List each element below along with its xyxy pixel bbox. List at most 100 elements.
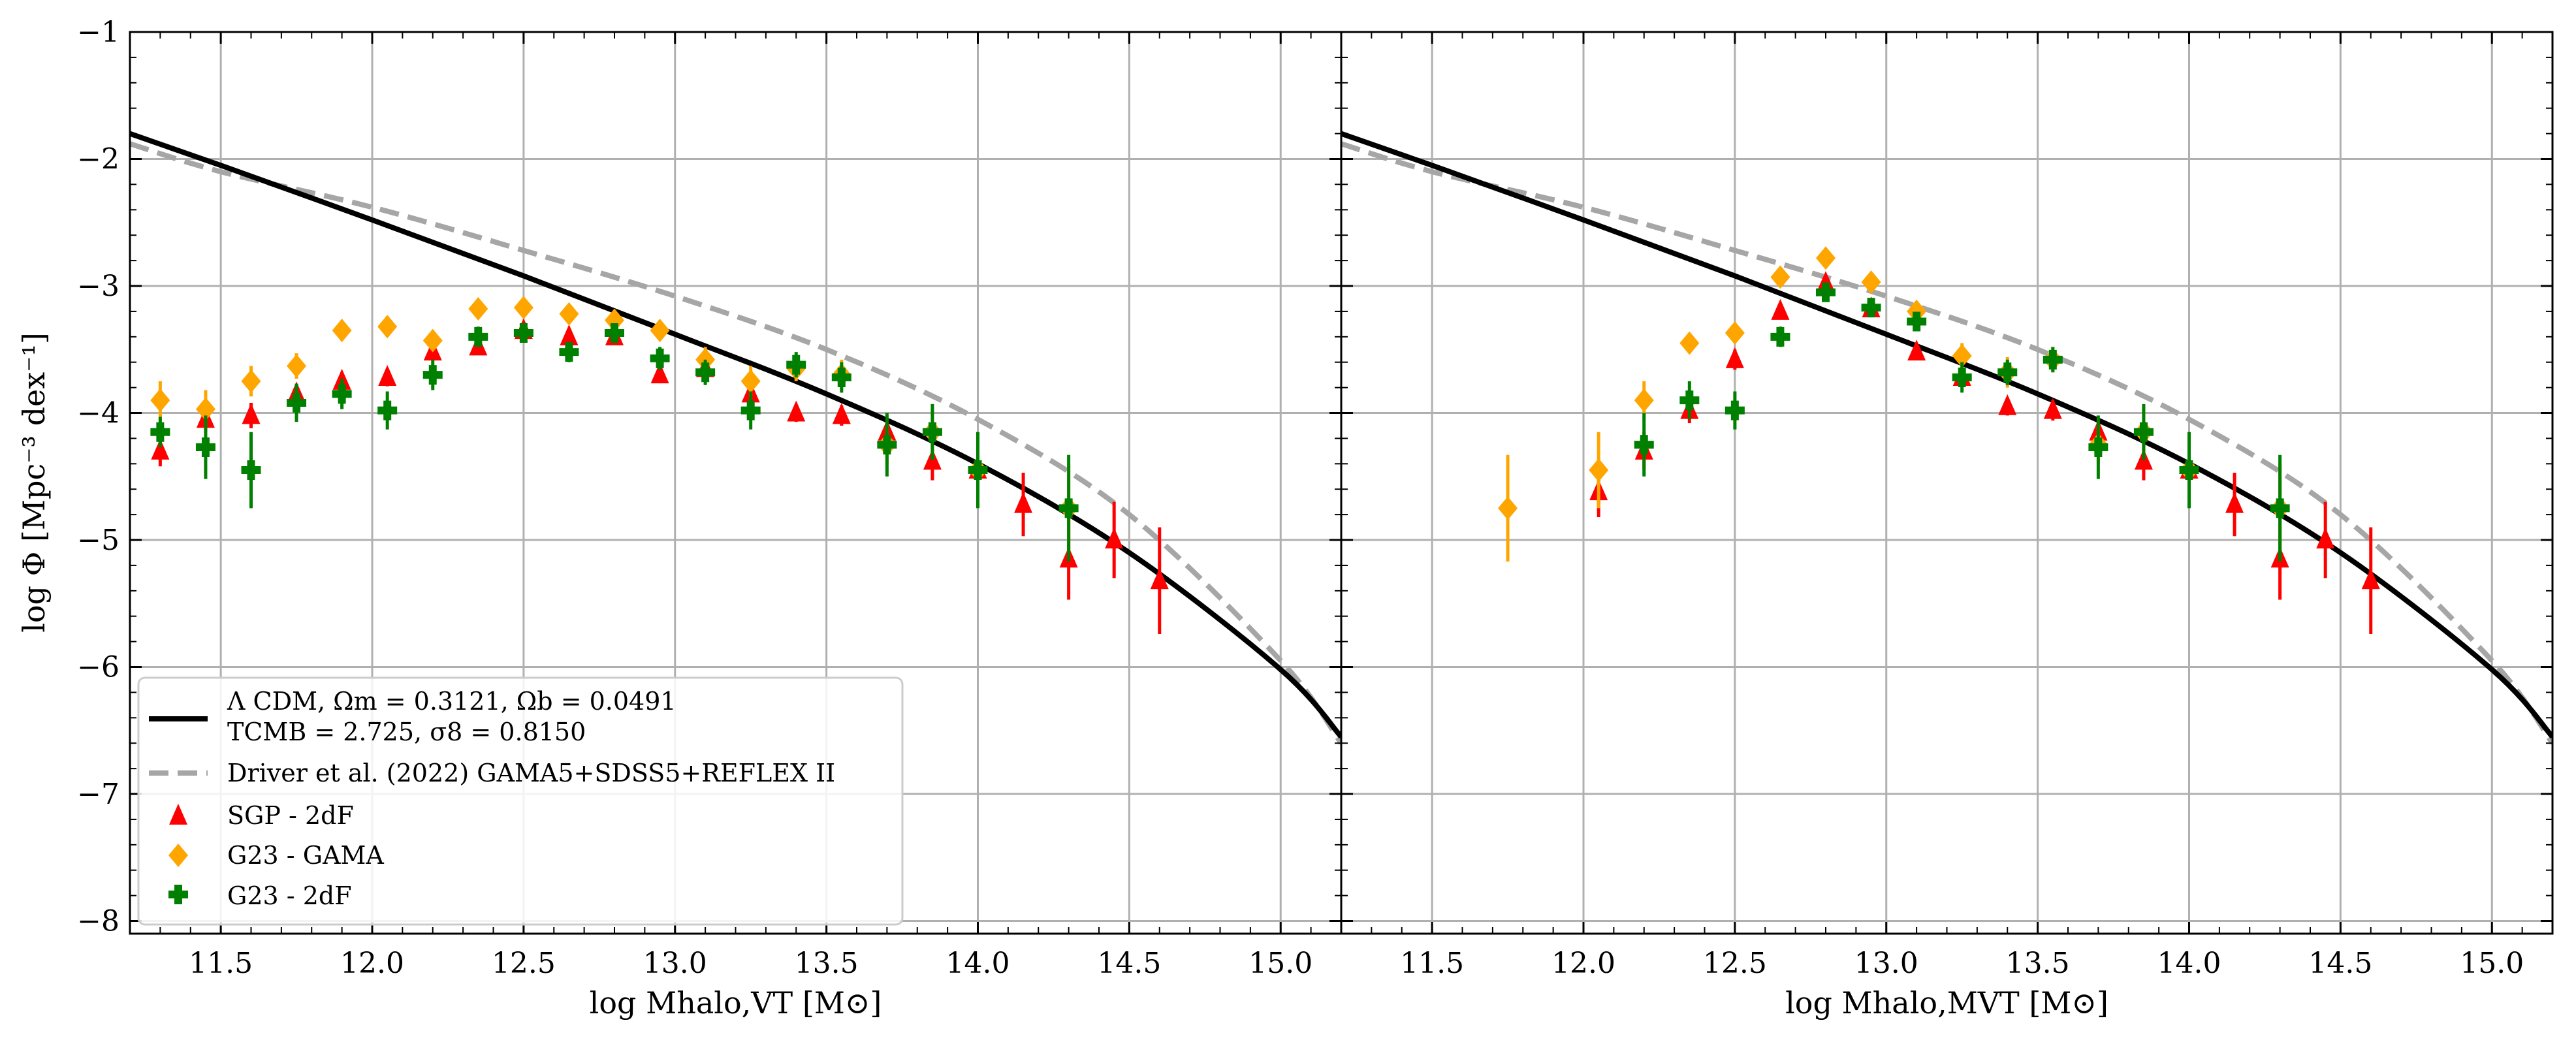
y-tick-label: −4 xyxy=(77,397,119,430)
g23-gama-point xyxy=(559,302,579,326)
sgp-2df-point xyxy=(2043,398,2062,419)
y-tick-label: −2 xyxy=(77,143,119,176)
left-data-points xyxy=(150,296,1169,634)
left-panel: 11.5 12.0 12.5 13.0 13.5 14.0 14.5 15.0 −1 −2 −3 −4… xyxy=(77,16,1343,1020)
y-tick-label: −7 xyxy=(77,778,119,811)
legend-gama-marker xyxy=(168,844,188,867)
g23-2df-point xyxy=(1770,326,1790,347)
g23-2df-point xyxy=(2043,349,2063,370)
left-x-axis-label: log Mhalo,VT [M⊙] xyxy=(590,985,882,1020)
g23-2df-point xyxy=(740,400,761,420)
g23-2df-point xyxy=(195,437,215,458)
right-panel: 11.5 12.0 12.5 13.0 13.5 14.0 14.5 15.0 log Mha… xyxy=(1340,31,2554,1020)
lcdm-curve xyxy=(1341,131,2552,739)
g23-2df-point xyxy=(1816,282,1836,302)
legend-lcdm-label-2: TCMB = 2.725, σ8 = 0.8150 xyxy=(227,718,586,746)
g23-2df-point xyxy=(2133,422,2154,442)
sgp-2df-point xyxy=(1817,271,1835,293)
g23-gama-point xyxy=(1907,299,1927,323)
x-tick-label: 12.0 xyxy=(340,947,404,980)
y-tick-label: −8 xyxy=(77,905,119,938)
x-tick-label: 12.5 xyxy=(1703,947,1767,980)
legend-box xyxy=(137,676,904,926)
left-axes: 11.5 12.0 12.5 13.0 13.5 14.0 14.5 15.0 −1 −2 −3 −4… xyxy=(77,16,1343,980)
g23-2df-point xyxy=(786,355,806,375)
g23-2df-point xyxy=(605,323,624,343)
g23-2df-point xyxy=(968,460,988,481)
g23-gama-point xyxy=(605,308,624,332)
g23-gama-point xyxy=(1725,321,1745,345)
sgp-2df-point xyxy=(1725,347,1744,368)
g23-2df-point xyxy=(2179,460,2199,481)
g23-2df-point xyxy=(1907,311,1927,332)
g23-2df-point xyxy=(150,422,170,442)
g23-2df-point xyxy=(2088,437,2108,458)
x-tick-label: 14.5 xyxy=(2308,947,2372,980)
sgp-2df-point xyxy=(650,362,669,384)
x-tick-label: 15.0 xyxy=(2460,947,2524,980)
driver-2022-curve xyxy=(1341,141,2552,745)
g23-2df-point xyxy=(650,348,670,368)
sgp-2df-point xyxy=(1907,340,1926,361)
g23-2df-point xyxy=(513,323,533,343)
right-x-axis-label: log Mhalo,MVT [M⊙] xyxy=(1785,985,2108,1020)
g23-2df-point xyxy=(468,326,488,347)
x-tick-label: 11.5 xyxy=(189,947,253,980)
sgp-2df-point xyxy=(1105,528,1124,549)
sgp-2df-point xyxy=(560,324,579,345)
sgp-2df-point xyxy=(151,438,170,460)
sgp-2df-point xyxy=(1998,394,2017,415)
g23-2df-point xyxy=(559,342,579,362)
sgp-2df-point xyxy=(787,400,806,422)
g23-gama-point xyxy=(150,388,170,413)
sgp-2df-point xyxy=(832,403,851,424)
g23-gama-point xyxy=(1498,496,1518,520)
y-axis-label: log Φ [Mpc⁻³ dex⁻¹] xyxy=(16,332,52,633)
panel-frame xyxy=(1340,31,2554,935)
x-tick-label: 14.5 xyxy=(1097,947,1161,980)
legend-sgp-marker xyxy=(169,804,187,825)
g23-gama-point xyxy=(1589,458,1609,482)
g23-2df-point xyxy=(241,460,261,481)
sgp-2df-point xyxy=(1771,298,1790,320)
g23-2df-point xyxy=(287,392,307,413)
x-tick-label: 13.0 xyxy=(1854,947,1918,980)
g23-gama-point xyxy=(740,369,761,393)
x-tick-label: 13.0 xyxy=(643,947,707,980)
lcdm-curve xyxy=(130,131,1341,739)
sgp-2df-point xyxy=(2316,528,2335,549)
g23-2df-point xyxy=(2270,498,2290,518)
legend-driver-label: Driver et al. (2022) GAMA5+SDSS5+REFLEX … xyxy=(227,759,835,787)
g23-gama-point xyxy=(468,297,488,321)
right-data-points xyxy=(1498,246,2380,634)
g23-gama-point xyxy=(195,397,215,421)
g23-gama-point xyxy=(287,354,307,378)
g23-2df-point xyxy=(1058,498,1079,518)
g23-gama-point xyxy=(1816,246,1836,270)
g23-2df-point xyxy=(877,435,897,455)
g23-gama-point xyxy=(1679,331,1700,355)
y-tick-label: −5 xyxy=(77,524,119,557)
g23-gama-point xyxy=(1770,265,1790,289)
sgp-2df-point xyxy=(1150,568,1169,590)
legend-gama-label: G23 - GAMA xyxy=(227,841,384,870)
g23-2df-point xyxy=(1634,435,1654,455)
y-tick-label: −1 xyxy=(77,16,119,49)
x-tick-label: 14.0 xyxy=(2157,947,2221,980)
x-tick-label: 12.5 xyxy=(492,947,556,980)
x-tick-label: 13.5 xyxy=(2006,947,2070,980)
x-tick-label: 12.0 xyxy=(1551,947,1615,980)
legend-lcdm-label-1: Λ CDM, Ωm = 0.3121, Ωb = 0.0491 xyxy=(227,687,676,716)
legend-sgp-label: SGP - 2dF xyxy=(227,801,354,830)
x-tick-label: 15.0 xyxy=(1248,947,1312,980)
legend-2df-label: G23 - 2dF xyxy=(227,881,352,910)
g23-gama-point xyxy=(650,319,670,343)
g23-2df-point xyxy=(1952,368,1972,388)
g23-gama-point xyxy=(377,315,398,339)
g23-2df-point xyxy=(1679,390,1700,411)
g23-gama-point xyxy=(513,296,533,320)
g23-2df-point xyxy=(332,384,352,404)
sgp-2df-point xyxy=(2225,492,2244,513)
legend-2df-marker xyxy=(168,885,188,904)
